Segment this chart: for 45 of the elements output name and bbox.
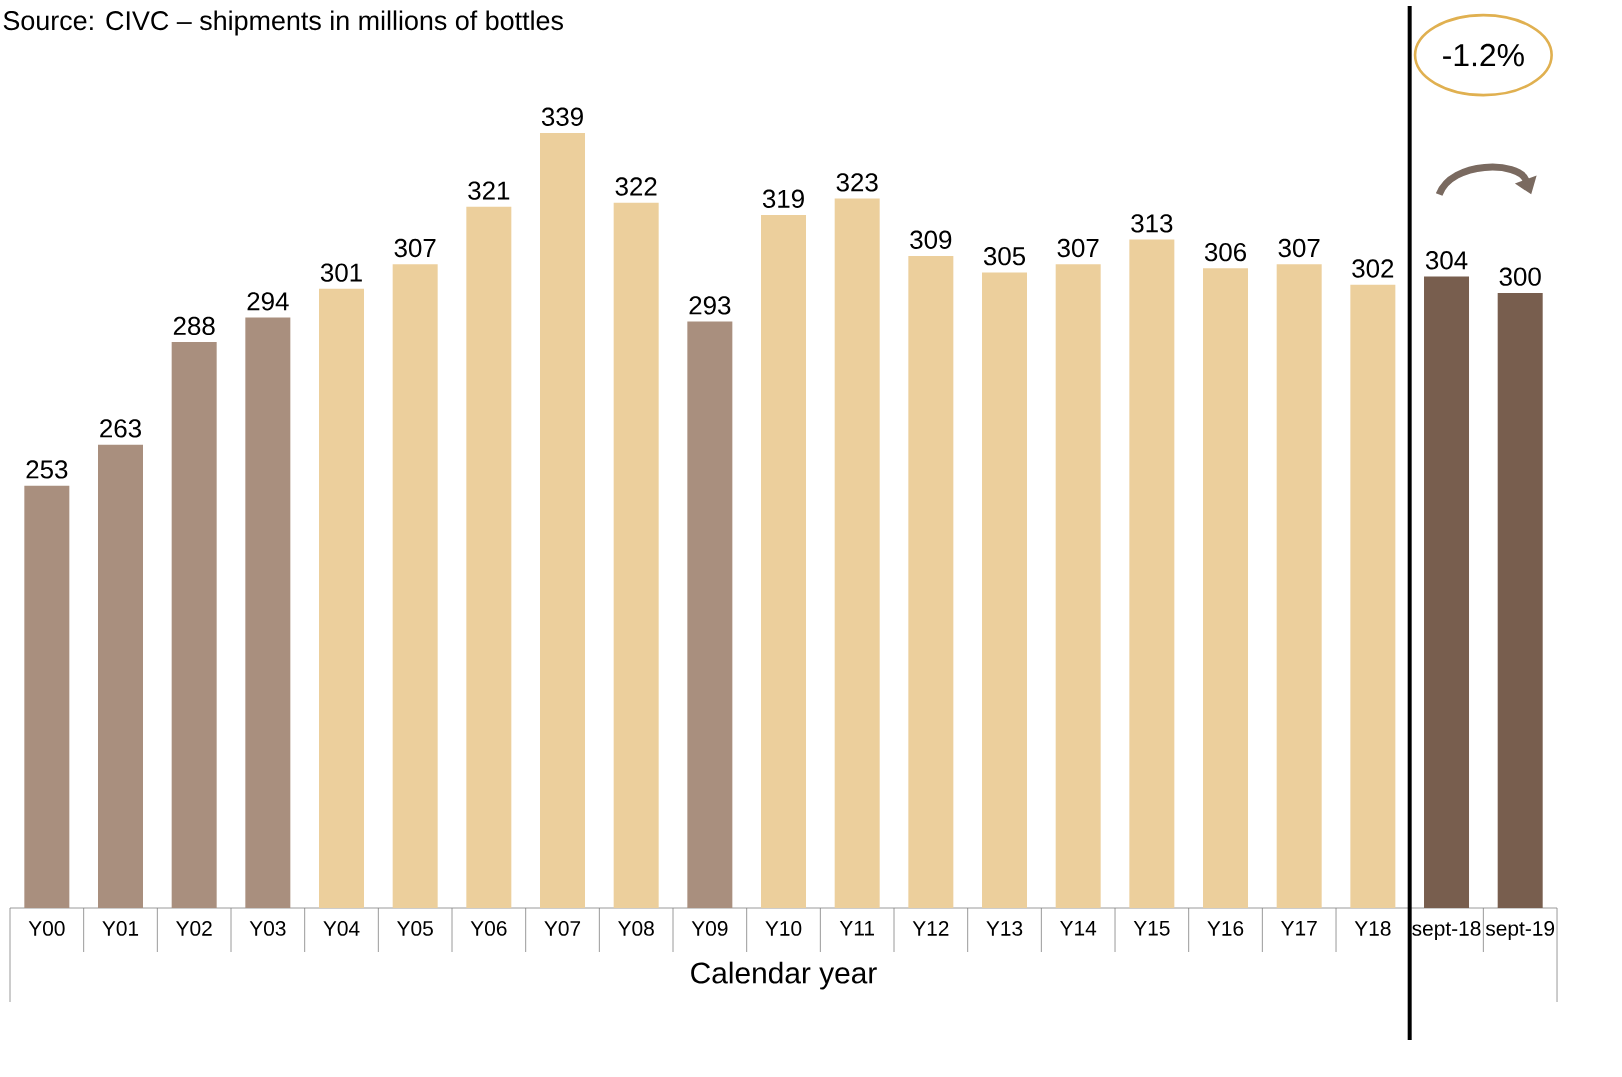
x-tick-label: Y16: [1207, 921, 1244, 936]
data-label: 309: [910, 230, 952, 249]
data-label: 339: [541, 107, 583, 126]
x-axis-title: Calendar year: [691, 961, 877, 990]
data-label: 300: [1499, 267, 1541, 286]
x-tick-label: Y03: [249, 921, 286, 936]
x-tick-label: Y10: [765, 921, 802, 936]
data-label: 321: [468, 181, 510, 200]
x-tick-label: Y06: [470, 921, 507, 936]
x-tick-label: Y11: [839, 921, 874, 936]
x-tick-label: Y00: [28, 921, 65, 936]
x-tick-label: Y13: [986, 921, 1023, 936]
x-tick-label: Y02: [176, 921, 212, 936]
data-label: 307: [394, 238, 436, 258]
x-tick-label: Y07: [544, 921, 581, 936]
x-tick-label: Y14: [1060, 921, 1097, 936]
x-tick-label: Y17: [1281, 921, 1317, 936]
data-label: 323: [836, 173, 878, 192]
x-tick-label: Y08: [618, 921, 654, 936]
x-tick-label: Y05: [397, 921, 433, 936]
data-label: 288: [173, 316, 215, 336]
data-label: 306: [1204, 242, 1246, 262]
data-label: 304: [1425, 251, 1468, 270]
data-label: 263: [100, 419, 141, 438]
data-label: 319: [762, 189, 804, 208]
data-label: 302: [1352, 259, 1394, 278]
x-tick-label: sept-19: [1485, 921, 1555, 940]
x-tick-label: Y04: [323, 921, 360, 936]
data-label: 305: [983, 247, 1026, 266]
x-tick-label: Y12: [912, 921, 949, 936]
data-label: 313: [1131, 214, 1173, 233]
data-label: 253: [26, 460, 68, 479]
x-tick-label: Y09: [691, 921, 728, 936]
x-tick-label: Y18: [1354, 921, 1391, 936]
data-label: 301: [320, 263, 362, 282]
data-label: 322: [615, 177, 657, 196]
x-tick-label: Y01: [102, 921, 139, 936]
x-tick-label: sept-18: [1412, 921, 1481, 940]
x-tick-label: Y15: [1133, 921, 1170, 936]
data-label: 293: [689, 296, 731, 315]
text: -1.2%: [1443, 43, 1524, 67]
data-label: 294: [247, 292, 289, 311]
source-note: Source: CIVC – shipments in millions of bottles: [3, 10, 563, 36]
data-label: 307: [1057, 238, 1099, 258]
data-label: 307: [1278, 238, 1320, 258]
